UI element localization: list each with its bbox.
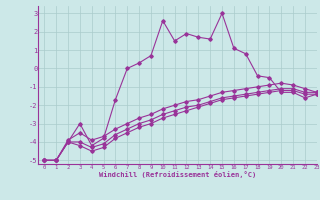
X-axis label: Windchill (Refroidissement éolien,°C): Windchill (Refroidissement éolien,°C) <box>99 171 256 178</box>
